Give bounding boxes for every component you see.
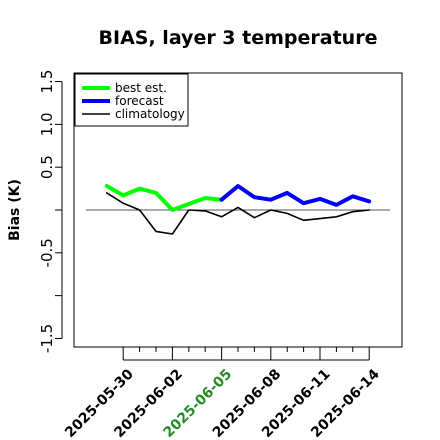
y-tick-label: -0.5 [38,238,56,267]
series-line-climatology [106,192,371,235]
legend-label: climatology [115,107,185,121]
series-layer [104,184,372,235]
y-axis-label: Bias (K) [7,179,23,241]
y-tick-label: -1.5 [38,324,56,353]
legend-label: forecast [115,94,164,108]
chart-title: BIAS, layer 3 temperature [99,27,378,49]
legend-label: best est. [115,81,167,95]
x-axis: 2025-05-302025-06-022025-06-052025-06-08… [62,347,383,440]
y-tick-label: 1.5 [38,70,56,94]
y-tick-label: 1.0 [38,112,56,136]
series-line-forecast [219,184,372,207]
y-tick-label: 0.5 [38,155,56,179]
series-line-best-est [104,184,224,212]
y-axis: -1.5 -0.5 0.5 1.0 1.5 [38,70,63,353]
